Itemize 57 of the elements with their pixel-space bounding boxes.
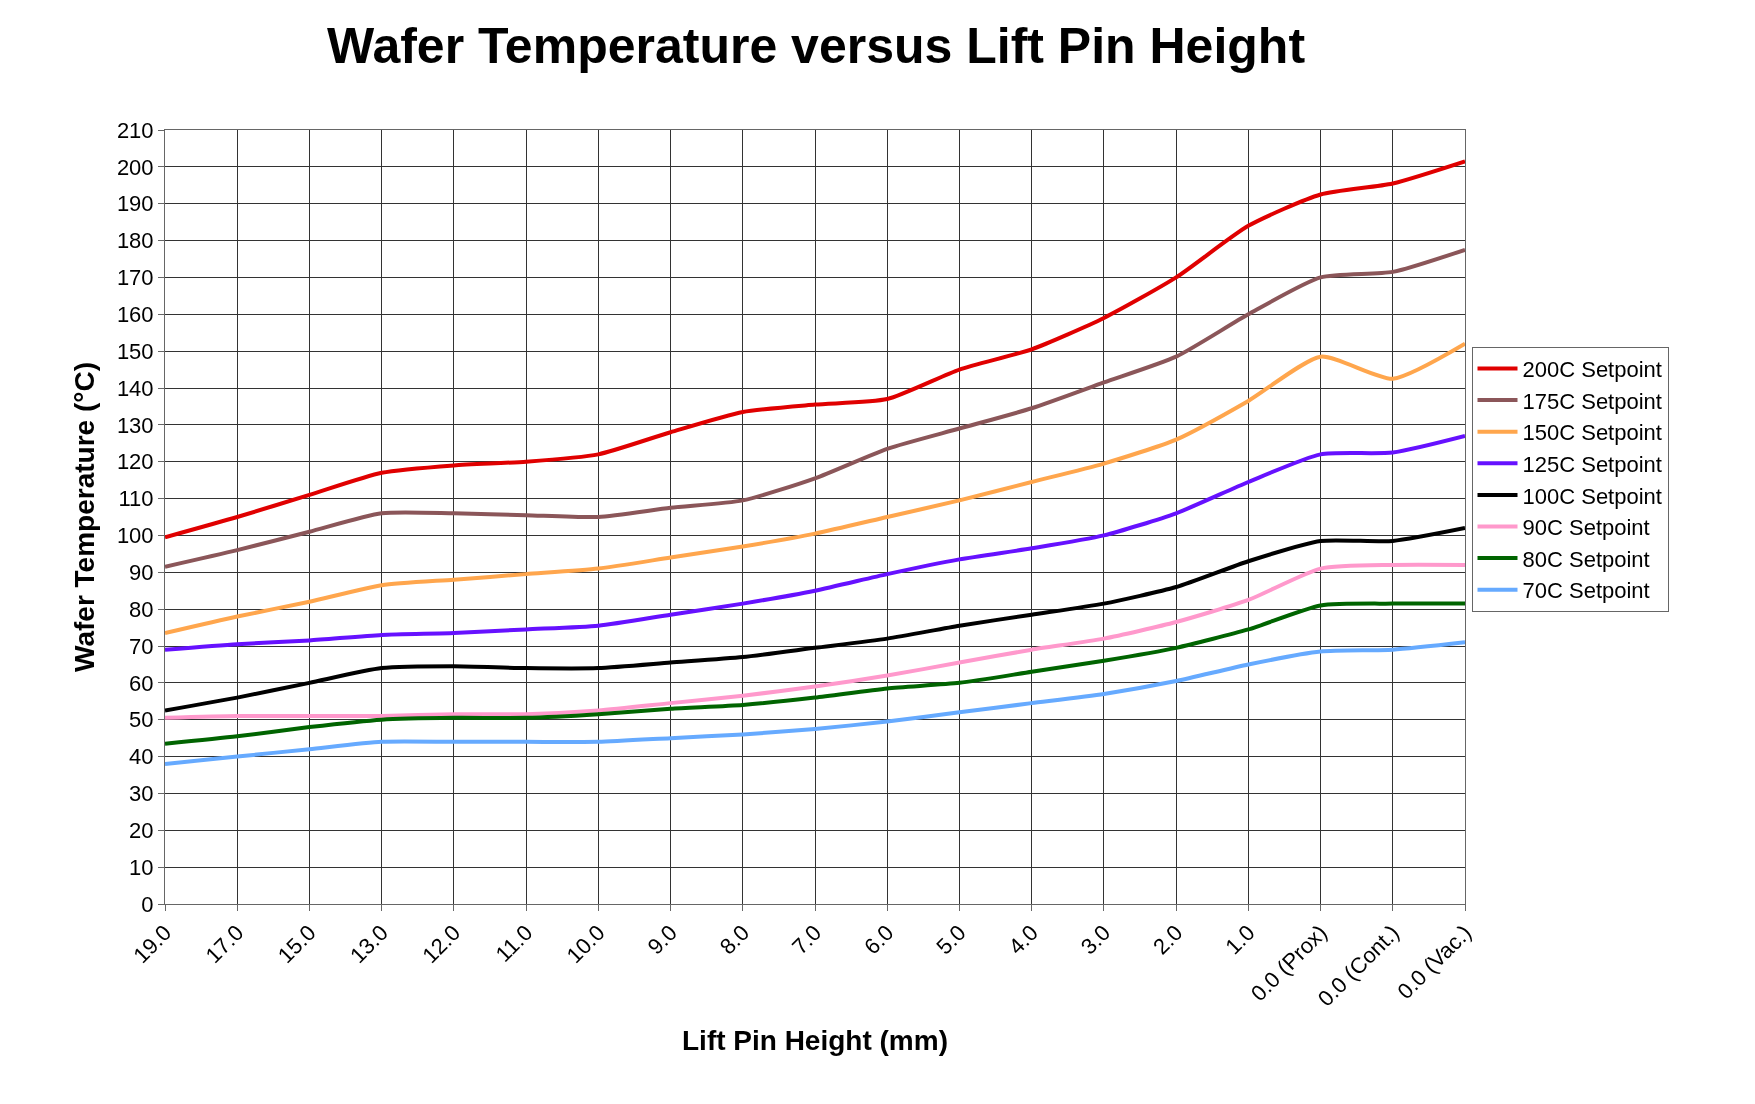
y-axis-title: Wafer Temperature (°C) [68, 362, 100, 672]
y-tick-label: 70 [129, 633, 154, 659]
x-tick-label: 6.0 [859, 920, 899, 960]
legend-label: 150C Setpoint [1522, 420, 1662, 446]
x-tick-label: 9.0 [642, 920, 682, 960]
line-series [165, 159, 1465, 540]
y-tick-label: 30 [129, 781, 154, 807]
legend-label: 70C Setpoint [1522, 578, 1650, 604]
x-tick-label: 15.0 [272, 920, 321, 968]
y-tick-label: 110 [118, 486, 154, 512]
x-tick-label: 1.0 [1220, 920, 1260, 960]
legend-label: 100C Setpoint [1522, 483, 1662, 509]
x-tick-label: 8.0 [714, 920, 755, 960]
y-tick-label: 20 [129, 817, 154, 843]
legend-label: 200C Setpoint [1522, 357, 1662, 383]
y-tick-label: 40 [129, 744, 154, 770]
line-series [165, 526, 1465, 713]
line-series [165, 247, 1465, 569]
x-axis-title: Lift Pin Height (mm) [682, 1025, 948, 1057]
y-tick-label: 80 [129, 596, 154, 622]
chart-title: Wafer Temperature versus Lift Pin Height [327, 17, 1306, 74]
x-tick-label: 7.0 [787, 920, 827, 960]
x-tick-label: 5.0 [931, 920, 971, 960]
x-tick-label: 17.0 [200, 920, 249, 968]
legend-label: 80C Setpoint [1522, 546, 1650, 572]
y-tick-label: 180 [116, 228, 154, 254]
y-tick-label: 100 [116, 523, 154, 549]
line-series [165, 341, 1465, 636]
line-series [165, 601, 1465, 746]
x-tick-label: 11.0 [490, 920, 538, 967]
legend-label: 90C Setpoint [1522, 515, 1650, 541]
x-tick-label: 4.0 [1003, 920, 1043, 960]
y-tick-label: 60 [129, 670, 154, 696]
y-tick-label: 170 [116, 265, 154, 291]
x-tick-label: 3.0 [1075, 920, 1116, 960]
legend-label: 125C Setpoint [1522, 451, 1662, 477]
y-tick-label: 190 [116, 191, 154, 217]
x-tick-label: 19.0 [128, 920, 177, 968]
line-series [165, 433, 1465, 652]
line-series [165, 562, 1465, 720]
x-tick-label: 12.0 [417, 920, 466, 968]
x-tick-label: 2.0 [1148, 920, 1188, 960]
y-tick-label: 140 [116, 375, 154, 401]
y-tick-label: 130 [116, 412, 154, 438]
y-tick-label: 160 [116, 301, 154, 327]
y-tick-label: 210 [116, 117, 154, 143]
y-tick-label: 120 [116, 449, 154, 475]
y-tick-label: 10 [129, 854, 154, 880]
y-tick-label: 0 [141, 891, 154, 917]
x-tick-label: 13.0 [345, 920, 393, 968]
x-tick-label: 10.0 [561, 920, 610, 968]
line-series [165, 640, 1465, 766]
y-tick-label: 150 [116, 338, 154, 364]
y-tick-label: 90 [129, 559, 154, 585]
legend-label: 175C Setpoint [1522, 388, 1662, 414]
y-tick-label: 200 [116, 154, 154, 180]
y-tick-label: 50 [129, 707, 154, 733]
